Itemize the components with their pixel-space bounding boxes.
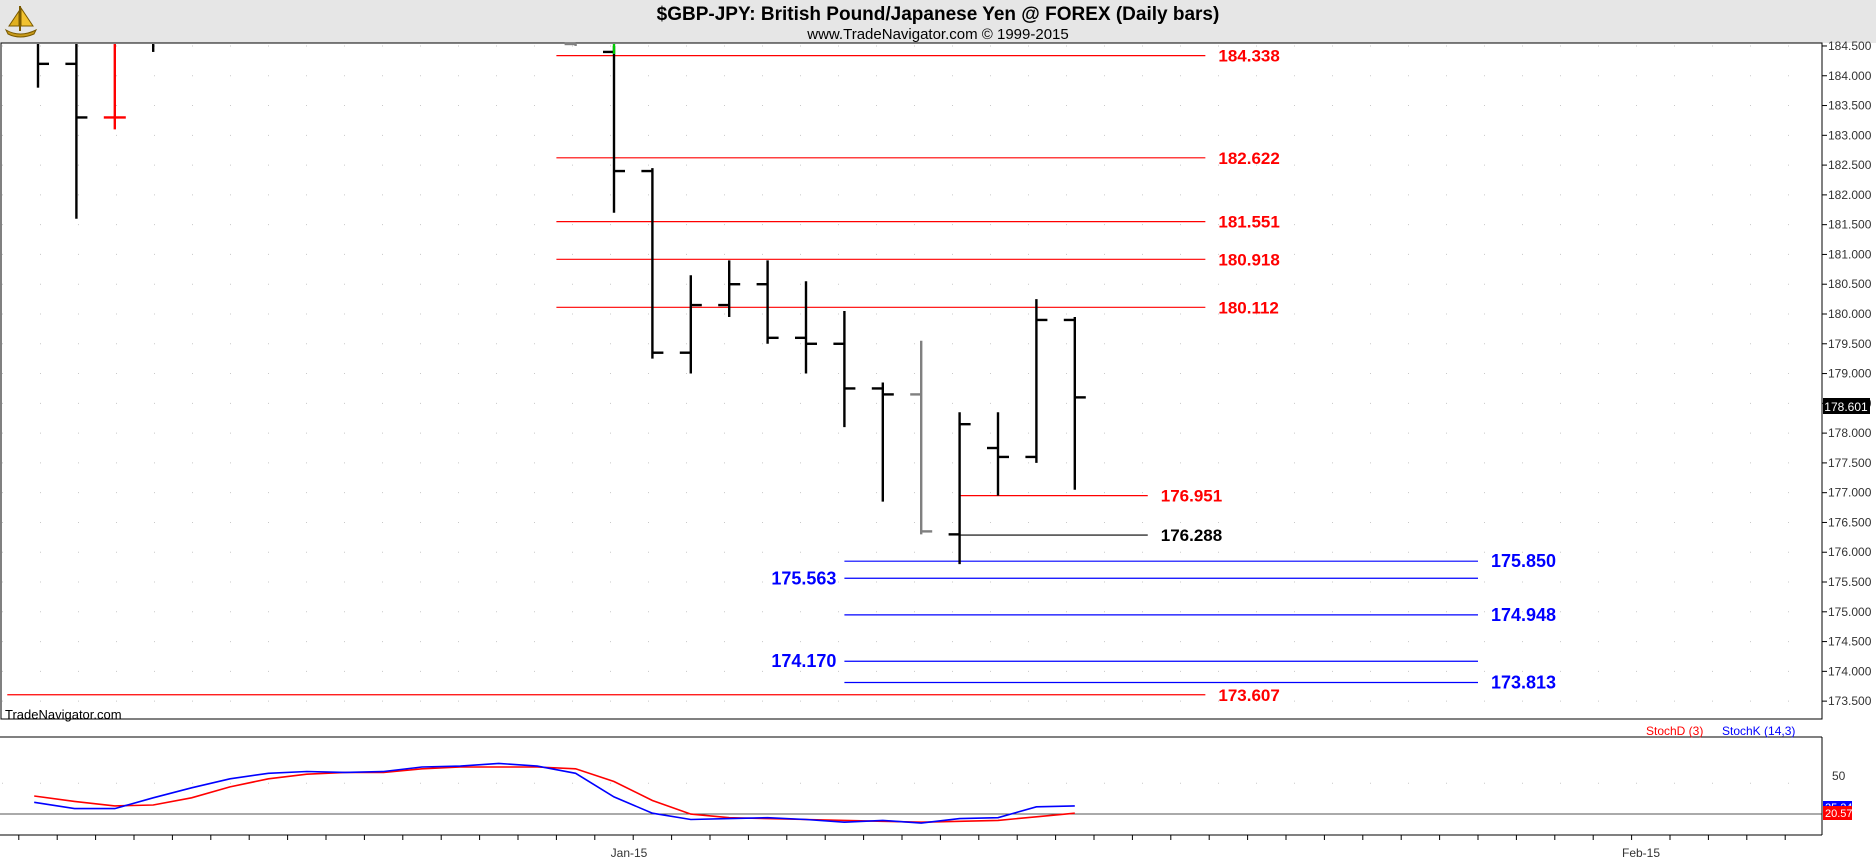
price-bar — [756, 260, 779, 344]
price-tick-label: 183.500 — [1828, 99, 1872, 113]
price-tick-label: 184.000 — [1828, 69, 1872, 83]
stoch-tick-50: 50 — [1832, 769, 1846, 783]
price-bar — [36, 44, 49, 88]
price-tick-label: 173.500 — [1828, 694, 1872, 708]
level-lines: 184.338 182.622 181.551 180.918 180.112 176.9… — [7, 47, 1556, 705]
grid — [2, 45, 1820, 702]
level-label: 176.288 — [1161, 526, 1222, 545]
price-tick-label: 177.000 — [1828, 486, 1872, 500]
price-tick-label: 180.000 — [1828, 307, 1872, 321]
stoch-lines — [34, 762, 1075, 824]
price-bar — [603, 45, 625, 213]
price-bar — [641, 168, 664, 359]
price-bar — [1063, 316, 1086, 490]
chart-subtitle: www.TradeNavigator.com © 1999-2015 — [806, 26, 1068, 43]
chart-title: $GBP-JPY: British Pound/Japanese Yen @ F… — [657, 4, 1220, 25]
price-tick-label: 177.500 — [1828, 456, 1872, 470]
price-bars — [36, 42, 1086, 565]
price-tick-label: 179.000 — [1828, 367, 1872, 381]
level-label: 174.948 — [1491, 605, 1556, 625]
date-axis: Jan-15 Feb-15 — [0, 834, 1822, 860]
price-tick-label: 184.500 — [1828, 39, 1872, 53]
price-tick-label: 182.500 — [1828, 158, 1872, 172]
watermark-text: TradeNavigator.com — [5, 707, 122, 722]
price-bar — [65, 44, 88, 219]
date-axis-ticks — [18, 835, 1786, 840]
level-label: 184.338 — [1218, 47, 1279, 66]
price-bar — [718, 260, 741, 317]
price-bar — [795, 281, 817, 374]
price-tick-label: 175.500 — [1828, 575, 1872, 589]
price-tick-label: 176.000 — [1828, 545, 1872, 559]
price-tick-label: 181.500 — [1828, 218, 1872, 232]
level-label: 181.551 — [1218, 213, 1279, 232]
price-tick-label: 181.000 — [1828, 247, 1872, 261]
level-label: 173.607 — [1218, 686, 1279, 705]
price-tick-label: 178.000 — [1828, 426, 1872, 440]
price-bar — [987, 412, 1009, 496]
level-label: 175.563 — [771, 568, 836, 588]
level-label: 174.170 — [771, 651, 836, 671]
x-label-feb: Feb-15 — [1622, 846, 1660, 860]
price-bar — [1025, 299, 1048, 463]
x-label-jan: Jan-15 — [611, 846, 648, 860]
level-label: 175.850 — [1491, 551, 1556, 571]
stoch-last-values: 25.24 20.57 — [1823, 801, 1853, 820]
price-tick-label: 183.000 — [1828, 128, 1872, 142]
legend-stochd: StochD (3) — [1646, 724, 1703, 738]
stochd-last-value: 20.57 — [1825, 808, 1853, 820]
price-tick-label: 176.500 — [1828, 515, 1872, 529]
stochk-line — [34, 762, 1075, 824]
last-price-label: 178.601 — [1824, 400, 1868, 414]
price-tick-label: 182.000 — [1828, 188, 1872, 202]
price-bar — [103, 44, 126, 130]
level-label: 182.622 — [1218, 149, 1279, 168]
price-tick-label: 180.500 — [1828, 277, 1872, 291]
price-bar — [948, 412, 971, 565]
level-label: 173.813 — [1491, 672, 1556, 692]
price-bar — [564, 42, 577, 46]
price-tick-label: 174.000 — [1828, 664, 1872, 678]
stochastic-pane: StochD (3) StochK (14,3) 50 25.24 20.57 — [0, 724, 1853, 835]
price-axis: 184.500 184.000 183.500 183.000 182.500 182.0… — [1821, 39, 1872, 719]
price-pane: 184.338 182.622 181.551 180.918 180.112 176.9… — [0, 39, 1872, 738]
gold-ship-logo-icon — [4, 6, 38, 38]
price-bar — [679, 275, 702, 374]
level-label: 180.918 — [1218, 250, 1279, 269]
price-tick-label: 174.500 — [1828, 635, 1872, 649]
level-label: 176.951 — [1161, 487, 1222, 506]
price-tick-label: 179.500 — [1828, 337, 1872, 351]
header-background — [0, 0, 1876, 43]
price-tick-label: 175.000 — [1828, 605, 1872, 619]
legend-stochk: StochK (14,3) — [1722, 724, 1795, 738]
price-bar — [833, 311, 856, 428]
last-price-box: 178.601 — [1823, 398, 1870, 414]
price-bar — [910, 340, 933, 535]
price-bar — [871, 382, 894, 502]
level-label: 180.112 — [1218, 298, 1279, 317]
